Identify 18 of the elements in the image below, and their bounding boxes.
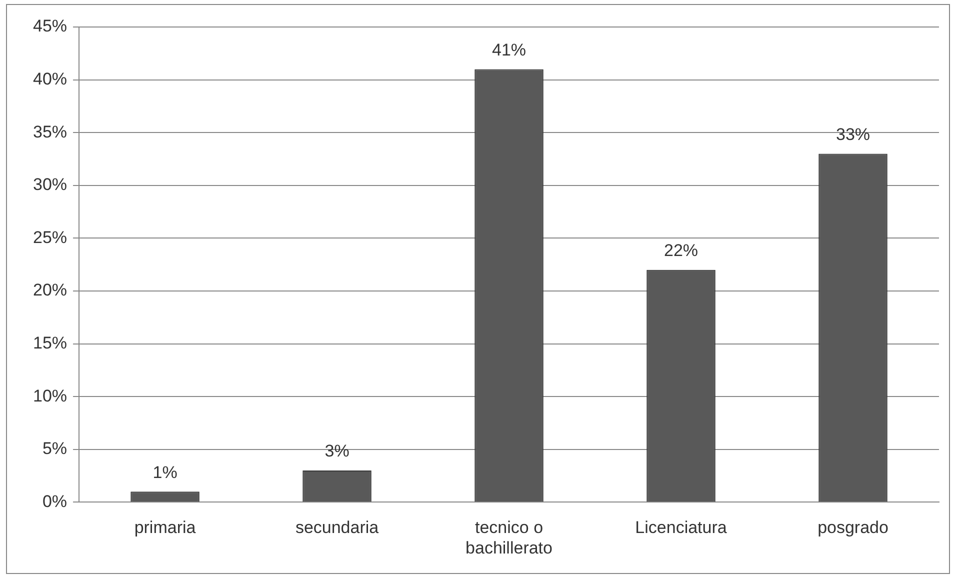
- data-label: 1%: [152, 462, 178, 482]
- y-tick-label: 5%: [42, 439, 68, 458]
- y-tick-label: 40%: [32, 69, 68, 88]
- x-tick-label: posgrado: [818, 518, 888, 538]
- y-tick-label: 25%: [32, 228, 68, 247]
- y-tick-label: 20%: [32, 280, 68, 300]
- y-tick-label: 0%: [42, 492, 68, 511]
- y-tick-label: 35%: [32, 122, 68, 142]
- y-tick-label: 45%: [32, 16, 68, 36]
- x-tick-label: tecnico o bachillerato: [466, 518, 552, 558]
- data-label: 22%: [664, 241, 698, 260]
- x-tick-label: Licenciatura: [635, 518, 728, 538]
- y-tick-label: 15%: [32, 333, 68, 352]
- x-tick-label: secundaria: [295, 518, 380, 538]
- x-tick-label: primaria: [134, 518, 196, 538]
- data-label: 41%: [492, 40, 526, 60]
- y-tick-label: 10%: [32, 386, 68, 406]
- y-tick-label: 30%: [32, 175, 68, 194]
